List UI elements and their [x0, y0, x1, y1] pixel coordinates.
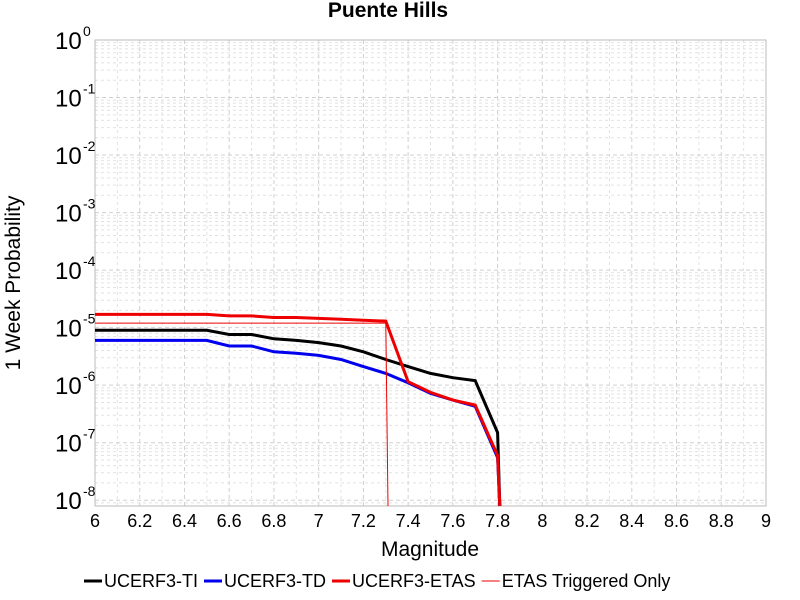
y-tick-base: 10	[55, 143, 82, 170]
y-tick-exponent: -2	[83, 138, 96, 154]
y-tick-exponent: -8	[83, 483, 96, 499]
x-tick-label: 6.8	[261, 511, 286, 531]
legend-item: UCERF3-ETAS	[332, 571, 476, 591]
legend-label: UCERF3-ETAS	[352, 571, 476, 591]
y-tick-base: 10	[55, 86, 82, 113]
y-tick-base: 10	[55, 258, 82, 285]
y-tick-label: 10 -3	[55, 196, 96, 228]
y-tick-base: 10	[55, 488, 82, 515]
legend-label: UCERF3-TI	[104, 571, 198, 591]
legend-item: ETAS Triggered Only	[481, 571, 671, 591]
x-tick-label: 6.4	[172, 511, 197, 531]
plot-area	[94, 39, 767, 507]
y-tick-exponent: -3	[83, 196, 96, 212]
legend-label: ETAS Triggered Only	[502, 571, 671, 591]
y-tick-exponent: 0	[83, 23, 91, 39]
series-line-ucerf3-ti	[95, 328, 502, 507]
x-tick-label: 6.6	[217, 511, 242, 531]
legend-item: UCERF3-TI	[84, 571, 198, 591]
series-line-ucerf3-td	[95, 338, 502, 507]
series-layer	[95, 312, 502, 507]
y-tick-label: 10 -4	[55, 253, 96, 285]
x-tick-label: 7.8	[485, 511, 510, 531]
y-tick-base: 10	[55, 316, 82, 343]
grid	[94, 40, 767, 507]
x-tick-label: 6.2	[127, 511, 152, 531]
y-tick-exponent: -6	[83, 368, 96, 384]
x-tick-label: 7.2	[351, 511, 376, 531]
legend: UCERF3-TI UCERF3-TD UCERF3-ETAS ETAS Trigge…	[84, 571, 670, 591]
y-tick-base: 10	[55, 373, 82, 400]
y-tick-exponent: -5	[83, 311, 96, 327]
x-tick-label: 8.8	[709, 511, 734, 531]
legend-item: UCERF3-TD	[204, 571, 326, 591]
x-tick-label: 7	[314, 511, 324, 531]
x-tick-label: 7.4	[396, 511, 421, 531]
y-tick-label: 10 -6	[55, 368, 96, 400]
y-tick-label: 10 -2	[55, 138, 96, 170]
legend-label: UCERF3-TD	[224, 571, 326, 591]
y-tick-exponent: -7	[83, 426, 96, 442]
x-tick-label: 6	[90, 511, 100, 531]
x-axis-ticks: 6 6.2 6.4 6.6 6.8 7 7.2 7.4 7.6 7.8 8 8.2 8.4 8.6 8.8 9	[90, 511, 771, 531]
y-tick-base: 10	[55, 431, 82, 458]
y-tick-exponent: -4	[83, 253, 96, 269]
x-tick-label: 8.6	[664, 511, 689, 531]
x-tick-label: 9	[761, 511, 771, 531]
y-tick-label: 10 0	[55, 23, 91, 55]
x-tick-label: 8.4	[619, 511, 644, 531]
y-tick-label: 10 -7	[55, 426, 96, 458]
x-tick-label: 8.2	[575, 511, 600, 531]
series-line-ucerf3-etas	[95, 312, 502, 507]
y-axis-label: 1 Week Probability	[2, 195, 25, 370]
series-line-etas-triggered-only	[95, 322, 389, 507]
y-tick-base: 10	[55, 28, 82, 55]
y-tick-exponent: -1	[83, 81, 96, 97]
y-tick-base: 10	[55, 201, 82, 228]
y-tick-label: 10 -5	[55, 311, 96, 343]
x-tick-label: 7.6	[440, 511, 465, 531]
x-tick-label: 8	[537, 511, 547, 531]
x-axis-label: Magnitude	[381, 538, 479, 561]
y-tick-label: 10 -1	[55, 81, 96, 113]
y-tick-label: 10 -8	[55, 483, 96, 515]
chart-title: Puente Hills	[328, 0, 448, 22]
